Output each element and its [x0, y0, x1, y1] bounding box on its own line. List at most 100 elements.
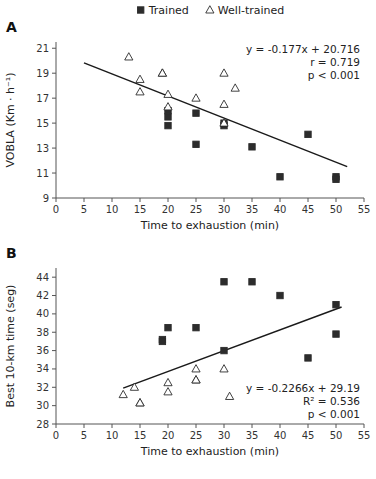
panel: 05101520253035404550559111315171921Time … — [4, 19, 370, 232]
y-tick — [52, 332, 56, 333]
y-tick-label: 34 — [36, 363, 49, 374]
x-tick — [224, 424, 225, 428]
x-tick-label: 0 — [53, 204, 59, 215]
regression-line — [123, 307, 341, 388]
point — [333, 331, 339, 337]
panel-label: A — [6, 19, 17, 35]
x-tick — [336, 424, 337, 428]
x-tick-label: 5 — [81, 430, 87, 441]
point — [220, 69, 228, 76]
y-tick — [52, 424, 56, 425]
y-tick — [52, 123, 56, 124]
annotation: y = -0.2266x + 29.19 — [246, 382, 360, 394]
x-tick-label: 30 — [218, 430, 231, 441]
y-tick — [52, 368, 56, 369]
x-tick-label: 40 — [274, 430, 287, 441]
point — [164, 103, 172, 110]
legend-label: Well-trained — [218, 4, 284, 17]
point — [193, 324, 199, 330]
point — [164, 388, 172, 395]
point — [136, 399, 144, 406]
x-tick — [224, 198, 225, 202]
point — [192, 376, 200, 383]
x-axis-line — [56, 424, 364, 425]
x-tick-label: 10 — [106, 204, 119, 215]
point — [192, 94, 200, 101]
x-tick — [112, 198, 113, 202]
annotation: R² = 0.536 — [303, 395, 360, 407]
point — [119, 390, 127, 397]
y-tick-label: 13 — [36, 143, 49, 154]
y-axis-label: Best 10-km time (seg) — [4, 285, 17, 408]
legend-marker — [206, 6, 214, 13]
x-tick — [280, 424, 281, 428]
annotation: p < 0.001 — [308, 69, 360, 81]
point — [220, 365, 228, 372]
point — [231, 84, 239, 91]
point — [193, 110, 199, 116]
x-tick — [112, 424, 113, 428]
x-tick — [56, 424, 57, 428]
x-tick-label: 40 — [274, 204, 287, 215]
x-tick — [364, 198, 365, 202]
y-tick-label: 21 — [36, 43, 49, 54]
point — [192, 376, 200, 383]
y-tick-label: 36 — [36, 345, 49, 356]
y-tick-label: 38 — [36, 327, 49, 338]
figure: 05101520253035404550559111315171921Time … — [0, 0, 376, 479]
annotation: r = 0.719 — [310, 56, 360, 68]
y-tick-label: 28 — [36, 419, 49, 430]
x-tick — [168, 424, 169, 428]
y-tick — [52, 295, 56, 296]
point — [277, 174, 283, 180]
point — [249, 279, 255, 285]
x-tick — [84, 198, 85, 202]
x-axis-label: Time to exhaustion (min) — [140, 219, 279, 232]
legend-item: Trained — [138, 4, 189, 17]
point — [221, 279, 227, 285]
x-tick — [56, 198, 57, 202]
point — [165, 324, 171, 330]
point — [158, 69, 166, 76]
x-tick — [140, 424, 141, 428]
x-tick — [308, 424, 309, 428]
point — [165, 114, 171, 120]
panel: 0510152025303540455055283032343638404244… — [4, 245, 370, 458]
point — [277, 292, 283, 298]
annotation: y = -0.177x + 20.716 — [246, 43, 360, 55]
point — [333, 176, 339, 182]
y-tick — [52, 173, 56, 174]
point — [159, 338, 165, 344]
x-tick — [196, 198, 197, 202]
x-tick-label: 0 — [53, 430, 59, 441]
point — [221, 347, 227, 353]
x-tick-label: 55 — [358, 204, 371, 215]
x-tick-label: 55 — [358, 430, 371, 441]
point — [305, 355, 311, 361]
legend: Trained Well-trained — [138, 4, 285, 17]
point — [165, 122, 171, 128]
y-tick-label: 32 — [36, 382, 49, 393]
point — [125, 53, 133, 60]
x-tick-label: 35 — [246, 430, 259, 441]
y-tick-label: 19 — [36, 68, 49, 79]
y-tick — [52, 98, 56, 99]
x-tick-label: 30 — [218, 204, 231, 215]
annotation: p < 0.001 — [308, 408, 360, 420]
point — [193, 141, 199, 147]
x-tick-label: 25 — [190, 204, 203, 215]
point — [136, 75, 144, 82]
point — [192, 365, 200, 372]
x-tick-label: 15 — [134, 430, 147, 441]
x-tick — [196, 424, 197, 428]
x-tick-label: 50 — [330, 430, 343, 441]
y-tick-label: 15 — [36, 118, 49, 129]
legend-item: Well-trained — [206, 4, 285, 17]
point — [158, 69, 166, 76]
x-tick-label: 5 — [81, 204, 87, 215]
x-tick — [140, 198, 141, 202]
x-tick — [336, 198, 337, 202]
y-tick — [52, 350, 56, 351]
x-tick — [168, 198, 169, 202]
x-tick-label: 45 — [302, 430, 315, 441]
